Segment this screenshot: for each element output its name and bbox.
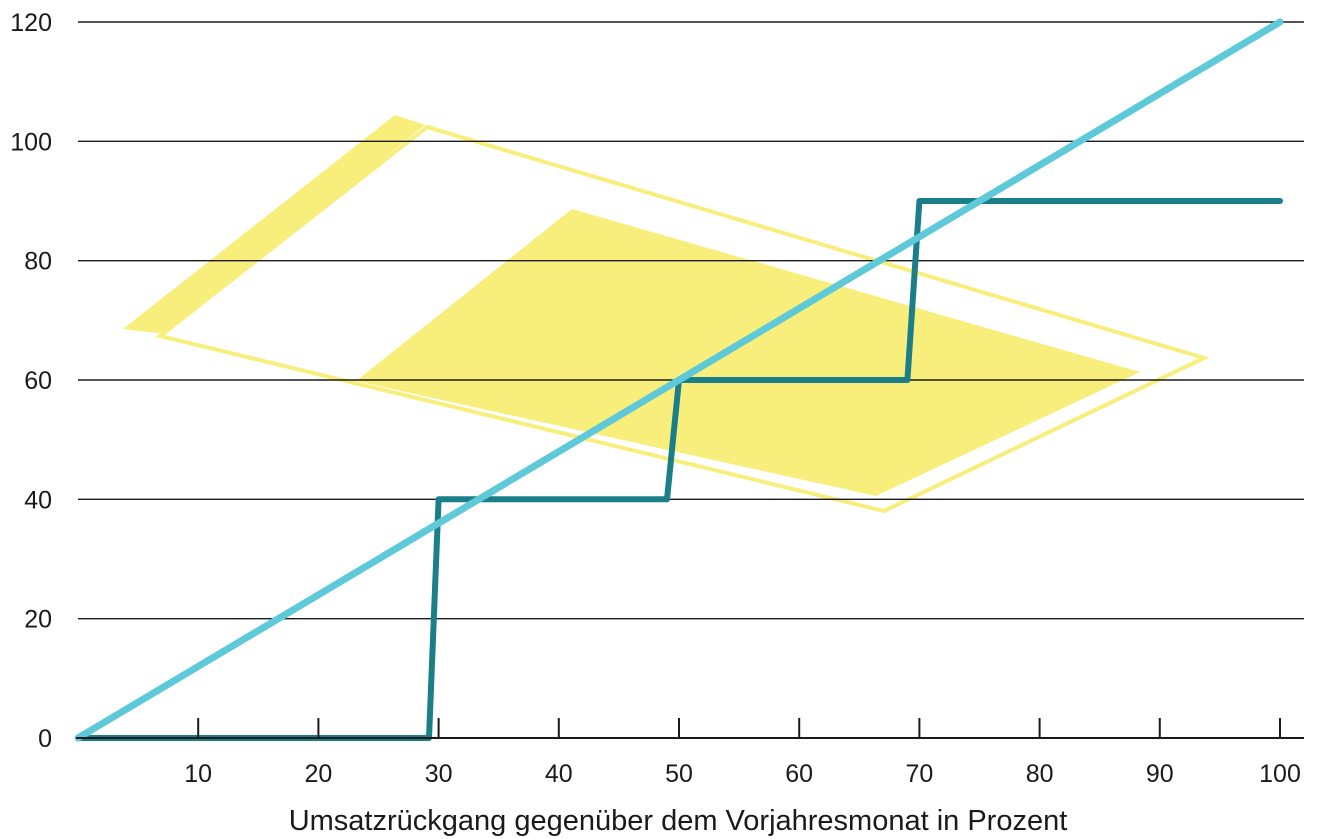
decor-outline	[155, 124, 1210, 514]
series-line-2	[74, 18, 1284, 742]
series-line-1	[75, 198, 1283, 741]
y-tick-label-80: 80	[24, 248, 52, 276]
x-tick-label-30: 30	[425, 760, 453, 788]
y-tick-label-20: 20	[24, 606, 52, 634]
x-tick-label-90: 90	[1146, 760, 1174, 788]
x-tick-label-40: 40	[545, 760, 573, 788]
x-tick-label-80: 80	[1026, 760, 1054, 788]
y-tick-label-0: 0	[38, 725, 52, 753]
decor-band-left	[123, 115, 425, 334]
y-tick-label-120: 120	[10, 9, 52, 37]
decor-layer	[123, 115, 1210, 514]
x-tick-label-70: 70	[905, 760, 933, 788]
y-tick-label-60: 60	[24, 367, 52, 395]
x-tick-label-50: 50	[665, 760, 693, 788]
y-tick-label-40: 40	[24, 486, 52, 514]
x-tick-label-10: 10	[184, 760, 212, 788]
y-tick-label-100: 100	[10, 128, 52, 156]
x-tick-label-60: 60	[785, 760, 813, 788]
series-layer	[74, 18, 1284, 742]
x-tick-label-100: 100	[1259, 760, 1301, 788]
x-tick-label-20: 20	[304, 760, 332, 788]
axis-layer: 0 20 40 60 80 100 120 10 20 30 40 50 60 70 80 90 100	[10, 9, 1304, 788]
decor-fill	[356, 209, 1140, 496]
x-axis-title: Umsatzrückgang gegenüber dem Vorjahresmo…	[289, 805, 1068, 837]
